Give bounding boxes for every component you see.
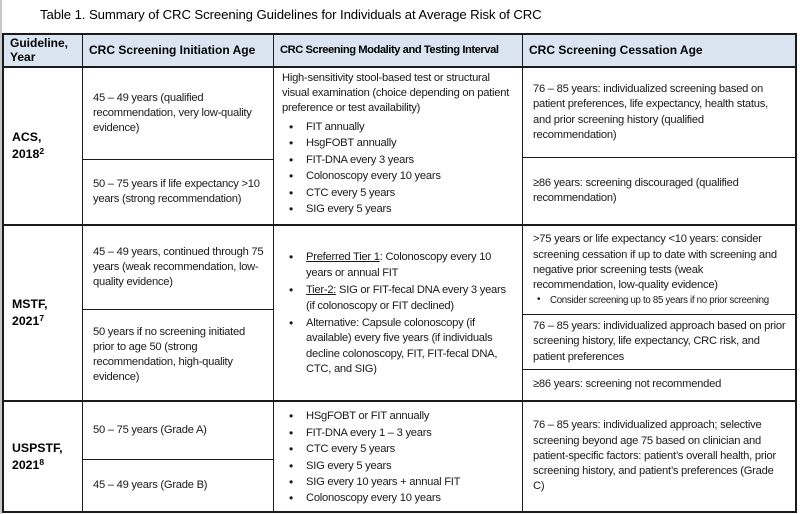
crc-guidelines-table: Guideline, Year CRC Screening Initiation… [2,33,797,513]
initiation-subcell: 45 – 49 years (qualified recommendation,… [83,68,273,160]
bullet-item: Preferred Tier 1: Colonoscopy every 10 y… [282,249,517,281]
table-row-uspstf-2021: USPSTF, 20218 50 – 75 years (Grade A) 45… [4,402,795,511]
tier-label: Tier-2: [306,284,337,297]
bullet-item: SIG every 5 years [282,201,517,218]
modality-cell-mstf: Preferred Tier 1: Colonoscopy every 10 y… [274,226,523,400]
modality-intro: High-sensitivity stool-based test or str… [282,72,510,115]
modality-cell-acs: High-sensitivity stool-based test or str… [274,68,523,224]
header-cell-modality-interval: CRC Screening Modality and Testing Inter… [274,35,523,66]
cessation-subcell: ≥86 years: screening not recommended [533,378,722,391]
header-cell-cessation-age: CRC Screening Cessation Age [529,42,703,57]
guideline-name: USPSTF, [12,440,63,455]
bullet-item: FIT-DNA every 3 years [282,152,517,169]
bullet-item: Alternative: Capsule colonoscopy (if ava… [282,315,517,378]
cessation-subcell: 76 – 85 years: individualized approach b… [523,315,795,370]
guideline-name: MSTF, [12,297,48,312]
initiation-subcell: 50 – 75 years (Grade A) [83,402,273,460]
bullet-item: Consider screening up to 85 years if no … [533,293,787,307]
bullet-item: SIG every 5 years [282,457,517,474]
bullet-item: HSgFOBT or FIT annually [282,408,517,425]
table-title: Table 1. Summary of CRC Screening Guidel… [40,7,542,22]
header-cell-guideline-year: Guideline, Year [4,35,83,66]
initiation-subcell: 45 – 49 years, continued through 75 year… [83,226,273,310]
cessation-subcell: ≥86 years: screening discouraged (qualif… [533,176,739,204]
bullet-item: HsgFOBT annually [282,135,517,152]
bullet-item: FIT annually [282,119,517,136]
initiation-cell-mstf: 45 – 49 years, continued through 75 year… [83,226,274,400]
cessation-subcell: >75 years or life expectancy <10 years: … [523,226,795,315]
modality-bullet-list: HSgFOBT or FIT annually FIT-DNA every 1 … [282,408,517,508]
cessation-cell-acs: 76 – 85 years: individualized screening … [523,68,795,224]
citation-ref: 7 [39,313,45,323]
guideline-cell-mstf: MSTF, 20217 [4,226,83,400]
cessation-bullet-list: Consider screening up to 85 years if no … [533,293,787,307]
citation-ref: 2 [39,146,45,156]
initiation-cell-acs: 45 – 49 years (qualified recommendation,… [83,68,274,224]
bullet-item: Colonoscopy every 10 years [282,490,517,507]
header-cell-initiation-age: CRC Screening Initiation Age [83,35,274,66]
modality-tier-list: Preferred Tier 1: Colonoscopy every 10 y… [282,249,517,380]
guideline-year: 20217 [12,313,45,328]
bullet-item: Tier-2: SIG or FIT-fecal DNA every 3 yea… [282,282,517,314]
citation-ref: 8 [39,456,45,467]
table-row-acs-2018: ACS, 20182 45 – 49 years (qualified reco… [4,68,795,226]
cessation-subcell: 76 – 85 years: individualized approach; … [533,419,776,493]
initiation-subcell: 45 – 49 years (Grade B) [93,478,208,491]
bullet-item: Colonoscopy every 10 years [282,168,517,185]
cessation-subcell: 76 – 85 years: individualized screening … [523,68,795,158]
initiation-subcell: 50 years if no screening initiated prior… [93,325,245,384]
cessation-cell-mstf: >75 years or life expectancy <10 years: … [523,226,795,400]
guideline-year: 20218 [12,456,45,472]
bullet-item: FIT-DNA every 1 – 3 years [282,425,517,442]
page-left-edge [0,0,2,514]
bullet-item: CTC every 5 years [282,441,517,458]
tier-label: Preferred Tier 1 [306,251,380,264]
initiation-cell-uspstf: 50 – 75 years (Grade A) 45 – 49 years (G… [83,402,274,511]
guideline-cell-uspstf: USPSTF, 20218 [4,402,83,511]
table-row-mstf-2021: MSTF, 20217 45 – 49 years, continued thr… [4,226,795,402]
modality-cell-uspstf: HSgFOBT or FIT annually FIT-DNA every 1 … [274,402,523,511]
modality-bullet-list: FIT annually HsgFOBT annually FIT-DNA ev… [282,119,517,219]
bullet-item: CTC every 5 years [282,184,517,201]
bullet-item: SIG every 10 years + annual FIT [282,474,517,491]
table-header-row: Guideline, Year CRC Screening Initiation… [4,35,795,68]
cessation-cell-uspstf: 76 – 85 years: individualized approach; … [523,402,795,511]
initiation-subcell: 50 – 75 years if life expectancy >10 yea… [93,177,260,205]
guideline-name: ACS, [12,130,42,145]
guideline-year: 20182 [12,146,45,161]
guideline-cell-acs: ACS, 20182 [4,68,83,224]
